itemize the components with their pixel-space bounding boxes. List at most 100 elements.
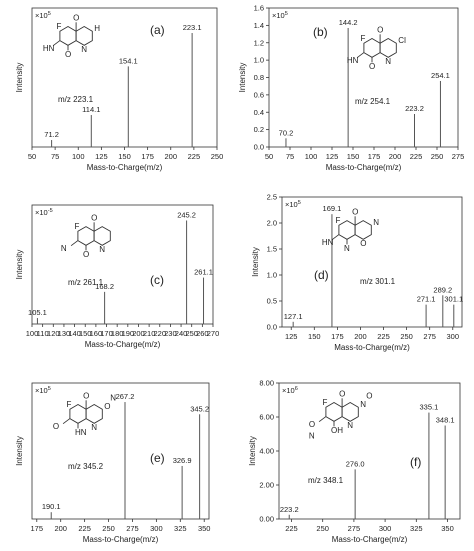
x-tick-label: 250 — [431, 152, 444, 161]
spectrum-panel-b: 50 75 100 125 150 175 200 225 250 275 0.0 0.2 0.4 0.6… — [238, 4, 464, 173]
molecule-atom-label: O — [65, 50, 71, 59]
molecule-atom-label: F — [67, 400, 72, 409]
molecule-atom-label: F — [361, 34, 366, 43]
y-tick-label: 0.2 — [254, 125, 264, 134]
x-axis-label: Mass-to-Charge(m/z) — [334, 343, 410, 352]
intensity-scale-label: ×105 — [272, 11, 288, 20]
molecule-atom-label: O — [83, 392, 89, 401]
panel-label: (f) — [410, 455, 421, 469]
panel-label: (c) — [150, 273, 164, 287]
x-tick-label: 325 — [410, 524, 423, 533]
peak-label: 245.2 — [177, 210, 196, 219]
molecule-ring — [379, 37, 397, 58]
x-tick-label: 100 — [72, 152, 85, 161]
x-tick-label: 75 — [51, 152, 59, 161]
x-tick-label: 175 — [331, 332, 344, 341]
plot-frame — [31, 382, 210, 520]
x-tick-label: 250 — [185, 329, 198, 338]
x-tick-label: 220 — [154, 329, 167, 338]
x-tick-label: 180 — [111, 329, 124, 338]
peak-label: 223.2 — [405, 104, 424, 113]
molecule-atom-label: N — [91, 423, 97, 432]
x-tick-label: 100 — [26, 329, 39, 338]
molecule-ring — [325, 401, 343, 422]
x-tick-label: 250 — [316, 524, 329, 533]
peak-label: 348.1 — [436, 416, 455, 425]
peak-label: 168.2 — [95, 282, 114, 291]
plot-frame — [281, 196, 463, 328]
molecule-atom-label: N — [61, 244, 67, 253]
y-tick-label: 1.4 — [254, 21, 264, 30]
x-tick-label: 350 — [198, 524, 211, 533]
spectrum-panel-f: 225 250 275 300 325 350 0.00 2.00 4.00 6.00 8.00 Ma… — [248, 379, 461, 544]
molecule-structure: F O N O N — [61, 214, 111, 259]
x-tick-label: 225 — [188, 152, 201, 161]
x-tick-label: 230 — [164, 329, 177, 338]
molecule-ring — [93, 226, 111, 246]
molecule-structure: F O HN O N H — [43, 14, 100, 59]
x-tick-label: 160 — [90, 329, 103, 338]
y-axis-label: Intensity — [15, 250, 24, 280]
y-tick-label: 0.00 — [259, 515, 274, 524]
x-tick-label: 125 — [285, 332, 298, 341]
x-axis-label: Mass-to-Charge(m/z) — [87, 163, 163, 172]
molecule-atom-label: F — [57, 22, 62, 31]
molecule-ring — [75, 25, 93, 46]
x-tick-label: 150 — [118, 152, 131, 161]
y-axis-label: Intensity — [15, 63, 24, 93]
x-tick-label: 250 — [102, 524, 115, 533]
x-axis-label: Mass-to-Charge(m/z) — [326, 163, 402, 172]
x-tick-label: 150 — [79, 329, 92, 338]
molecular-ion-label: m/z 261.1 — [68, 278, 104, 287]
plot-frame — [268, 7, 459, 148]
x-tick-label: 300 — [379, 524, 392, 533]
x-tick-label: 110 — [37, 329, 49, 338]
peak-label: 223.2 — [280, 505, 299, 514]
x-tick-label: 175 — [31, 524, 44, 533]
x-tick-label: 270 — [207, 329, 220, 338]
panel-label: (d) — [314, 268, 329, 282]
molecule-atom-label: F — [75, 222, 80, 231]
y-tick-label: 0.6 — [254, 90, 264, 99]
molecular-ion-label: m/z 254.1 — [355, 97, 391, 106]
molecule-atom-label: O — [369, 62, 375, 71]
molecule-ring — [59, 25, 77, 46]
peak-label: 114.1 — [82, 105, 100, 114]
intensity-scale-exponent: -5 — [48, 208, 53, 214]
peak-label: 345.2 — [190, 404, 209, 413]
x-tick-label: 200 — [54, 524, 67, 533]
peak-label: 169.1 — [323, 204, 342, 213]
x-tick-label: 325 — [174, 524, 187, 533]
molecule-atom-label: H — [94, 24, 100, 33]
molecule-atom-label: N — [360, 400, 366, 409]
x-tick-label: 125 — [95, 152, 108, 161]
y-tick-label: 0.4 — [254, 108, 264, 117]
x-tick-label: 200 — [164, 152, 177, 161]
x-tick-label: 250 — [400, 332, 413, 341]
molecule-atom-label: HN — [43, 44, 55, 53]
molecule-atom-label: N — [81, 45, 87, 54]
molecular-ion-label: m/z 348.1 — [308, 476, 344, 485]
x-axis-label: Mass-to-Charge(m/z) — [332, 535, 408, 544]
y-tick-label: 0.0 — [267, 323, 277, 332]
x-tick-label: 200 — [354, 332, 367, 341]
intensity-scale-exponent: 5 — [285, 11, 288, 17]
y-tick-label: 1.5 — [267, 245, 277, 254]
x-tick-label: 100 — [305, 152, 318, 161]
x-tick-label: 150 — [347, 152, 360, 161]
molecule-ring — [354, 220, 372, 240]
molecule-atom-label: N — [385, 57, 391, 66]
panel-label: (a) — [150, 23, 165, 37]
x-tick-label: 250 — [211, 152, 224, 161]
x-tick-label: 210 — [143, 329, 156, 338]
x-tick-label: 350 — [441, 524, 454, 533]
molecule-atom-label: O — [366, 392, 372, 401]
y-tick-label: 8.00 — [259, 379, 274, 388]
plot-frame — [31, 204, 214, 325]
molecule-atom-label: HN — [322, 238, 334, 247]
molecule-atom-label: N — [99, 245, 105, 254]
peak-label: 70.2 — [279, 128, 294, 137]
peak-label: 271.1 — [417, 295, 436, 304]
x-tick-label: 225 — [78, 524, 91, 533]
